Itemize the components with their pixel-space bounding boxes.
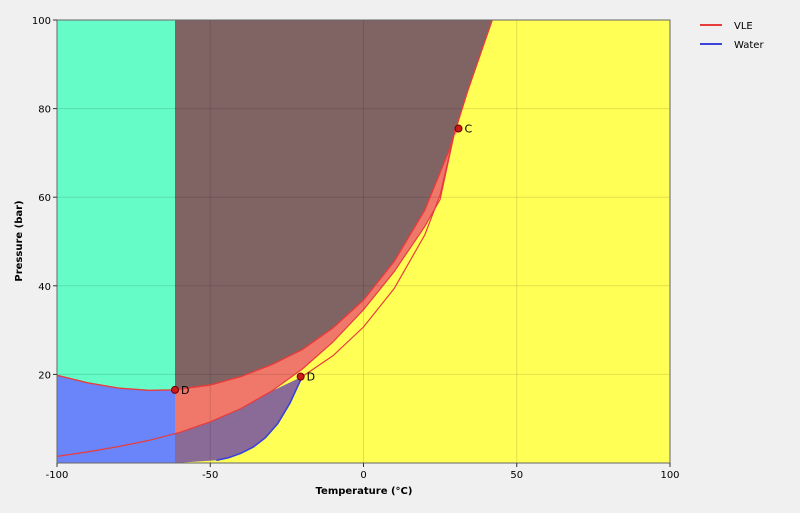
series-vle-dew-line bbox=[301, 128, 456, 378]
series-vle-bubble-line bbox=[57, 128, 456, 457]
point-labels: C D D bbox=[181, 123, 473, 397]
y-tick-label-0: 20 bbox=[38, 370, 51, 381]
legend-vle-label: VLE bbox=[734, 21, 753, 32]
point-label-2: D bbox=[307, 371, 315, 384]
y-tick-label-3: 80 bbox=[38, 105, 51, 116]
legend-water-label: Water bbox=[734, 40, 764, 51]
point-label-0: C bbox=[465, 123, 473, 136]
series-water-line bbox=[216, 376, 303, 462]
axes: -100 -50 0 50 100 20 40 60 80 100 bbox=[32, 16, 680, 481]
y-axis-title: Pressure (bar) bbox=[14, 200, 25, 281]
region-vapor bbox=[216, 128, 459, 463]
y-tick-label-2: 60 bbox=[38, 193, 51, 204]
legend: VLE Water bbox=[700, 21, 764, 51]
x-tick-label-3: 50 bbox=[510, 470, 523, 481]
regions bbox=[57, 20, 670, 463]
x-axis-title: Temperature (°C) bbox=[316, 486, 413, 497]
plot-area bbox=[57, 20, 670, 463]
region-vle bbox=[175, 128, 459, 434]
x-tick-label-4: 100 bbox=[660, 470, 679, 481]
region-hydrate bbox=[175, 20, 493, 390]
grid bbox=[57, 20, 670, 463]
y-tick-label-1: 40 bbox=[38, 282, 51, 293]
point-label-1: D bbox=[181, 384, 189, 397]
point-marker-2 bbox=[296, 372, 305, 381]
region-ice bbox=[57, 20, 175, 391]
x-tick-label-1: -50 bbox=[202, 470, 218, 481]
curves-layer bbox=[171, 124, 463, 394]
point-marker-0 bbox=[454, 124, 463, 133]
y-tick-label-4: 100 bbox=[32, 16, 51, 27]
x-tick-label-0: -100 bbox=[46, 470, 69, 481]
x-tick-label-2: 0 bbox=[360, 470, 366, 481]
region-overlap bbox=[175, 376, 303, 463]
point-marker-1 bbox=[171, 385, 180, 394]
